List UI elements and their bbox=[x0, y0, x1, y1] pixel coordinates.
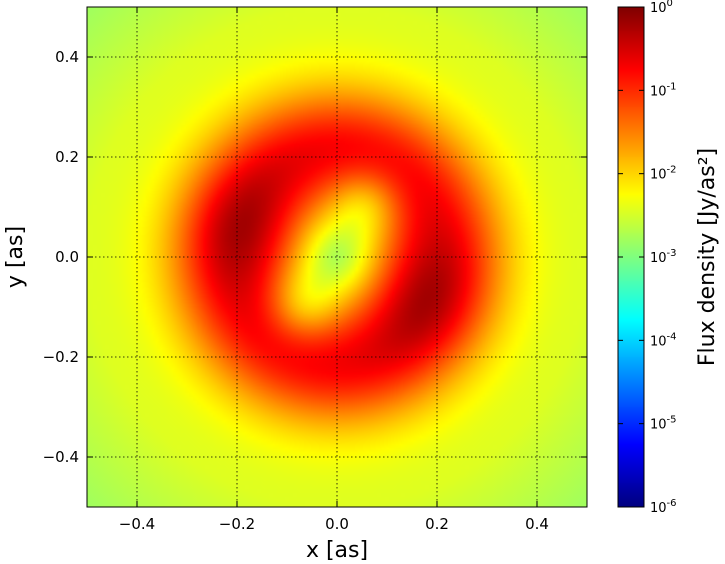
x-axis-ticks: −0.4 −0.2 0.0 0.2 0.4 bbox=[119, 7, 549, 533]
colorbar-tick-label: 10-2 bbox=[650, 165, 677, 183]
x-tick-label: 0.0 bbox=[325, 515, 349, 533]
colorbar-tick-label: 10-3 bbox=[650, 248, 677, 266]
colorbar-tick-label: 10-4 bbox=[650, 331, 677, 349]
colorbar-label: Flux density [Jy/as²] bbox=[695, 148, 720, 366]
x-tick-label: −0.4 bbox=[119, 515, 155, 533]
colorbar-ticks: 100 10-1 10-2 10-3 10-4 10-5 10-6 bbox=[618, 0, 677, 516]
y-tick-label: −0.2 bbox=[43, 348, 79, 366]
x-tick-label: −0.2 bbox=[219, 515, 255, 533]
grid-lines bbox=[87, 7, 587, 507]
colorbar-tick-label: 100 bbox=[650, 0, 673, 16]
y-axis-label: y [as] bbox=[3, 226, 28, 288]
x-axis-label: x [as] bbox=[306, 538, 368, 563]
y-tick-label: 0.0 bbox=[55, 248, 79, 266]
y-tick-label: −0.4 bbox=[43, 448, 79, 466]
colorbar-tick-label: 10-5 bbox=[650, 415, 677, 433]
colorbar-tick-label: 10-6 bbox=[650, 498, 677, 516]
y-axis-ticks: 0.4 0.2 0.0 −0.2 −0.4 bbox=[43, 48, 587, 466]
x-tick-label: 0.2 bbox=[425, 515, 449, 533]
y-tick-label: 0.4 bbox=[55, 48, 79, 66]
x-tick-label: 0.4 bbox=[525, 515, 549, 533]
colorbar-tick-label: 10-1 bbox=[650, 81, 677, 99]
y-tick-label: 0.2 bbox=[55, 148, 79, 166]
